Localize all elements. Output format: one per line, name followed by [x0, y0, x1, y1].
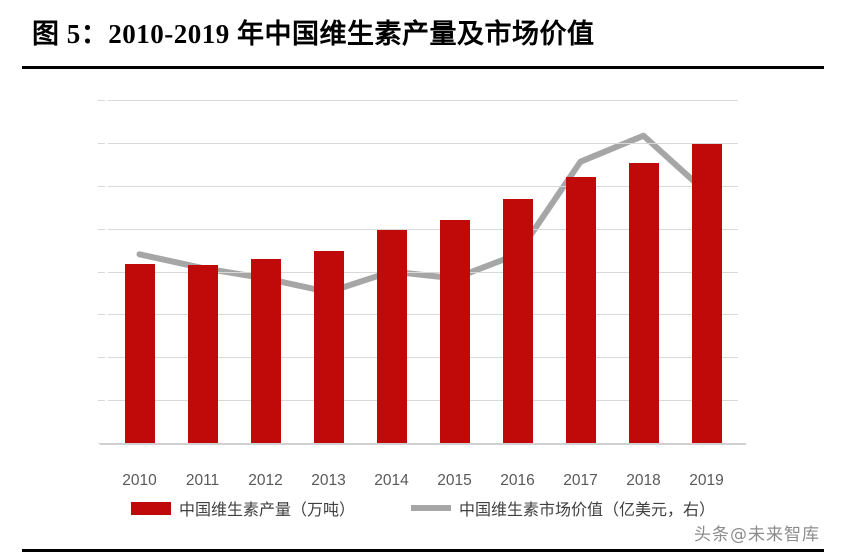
chart-plot-area: 40.0035.0030.0025.0020.0015.0010.005.000…	[98, 100, 746, 489]
bar-2011[interactable]	[187, 264, 218, 443]
title-bar: 图 5：2010-2019 年中国维生素产量及市场价值	[0, 0, 846, 69]
bar-2013[interactable]	[313, 250, 344, 443]
page-title: 图 5：2010-2019 年中国维生素产量及市场价值	[32, 19, 595, 49]
x-axis-tick-label: 2016	[500, 472, 535, 489]
y-axis-left-tick-mark	[98, 228, 105, 230]
gridline	[108, 228, 738, 230]
gridline	[108, 314, 738, 316]
x-axis-tick-label: 2017	[563, 472, 598, 489]
gridline	[108, 185, 738, 187]
y-axis-left-tick-mark	[98, 400, 105, 402]
y-axis-left-tick-mark	[98, 271, 105, 273]
y-axis-left-tick-mark	[98, 314, 105, 316]
legend-bar-swatch-icon	[130, 501, 171, 515]
legend-item-market-value[interactable]: 中国维生素市场价值（亿美元，右）	[411, 496, 715, 520]
legend-line-swatch-icon	[411, 505, 451, 511]
title-divider	[22, 66, 824, 69]
watermark: 头条@未来智库	[694, 525, 820, 545]
x-axis-tick-label: 2014	[374, 472, 409, 489]
x-axis-tick-label: 2018	[626, 472, 661, 489]
y-axis-left-tick-mark	[98, 142, 105, 144]
y-axis-left-tick-mark	[98, 357, 105, 359]
bar-2012[interactable]	[250, 258, 281, 443]
x-axis-tick-label: 2019	[689, 472, 724, 489]
gridline	[108, 357, 738, 359]
bar-2016[interactable]	[502, 198, 533, 443]
chart-legend: 中国维生素产量（万吨） 中国维生素市场价值（亿美元，右）	[0, 492, 846, 524]
legend-label-production: 中国维生素产量（万吨）	[178, 500, 355, 519]
bar-2018[interactable]	[628, 162, 659, 443]
market-value-line	[136, 132, 710, 296]
bottom-divider	[22, 549, 824, 552]
x-axis-line	[100, 443, 746, 445]
legend-item-production[interactable]: 中国维生素产量（万吨）	[130, 496, 355, 520]
bar-2010[interactable]	[124, 263, 155, 443]
bar-2014[interactable]	[376, 230, 407, 443]
x-axis-tick-label: 2013	[311, 472, 346, 489]
bar-2019[interactable]	[691, 143, 722, 443]
gridline	[108, 400, 738, 402]
gridline	[108, 142, 738, 144]
line-series-svg	[136, 132, 710, 296]
y-axis-left-tick-mark	[98, 185, 105, 187]
bar-2015[interactable]	[439, 220, 470, 443]
chart-plot-wrapper: 40.0035.0030.0025.0020.0015.0010.005.000…	[0, 80, 846, 489]
gridline	[108, 100, 738, 101]
y-axis-left-tick-mark	[98, 100, 105, 101]
legend-label-market-value: 中国维生素市场价值（亿美元，右）	[459, 500, 716, 519]
gridline	[108, 271, 738, 273]
x-axis-tick-label: 2012	[248, 472, 283, 489]
x-axis-tick-label: 2011	[185, 472, 220, 489]
bar-2017[interactable]	[565, 177, 596, 443]
x-axis-tick-label: 2015	[437, 472, 472, 489]
x-axis-tick-label: 2010	[122, 472, 157, 489]
